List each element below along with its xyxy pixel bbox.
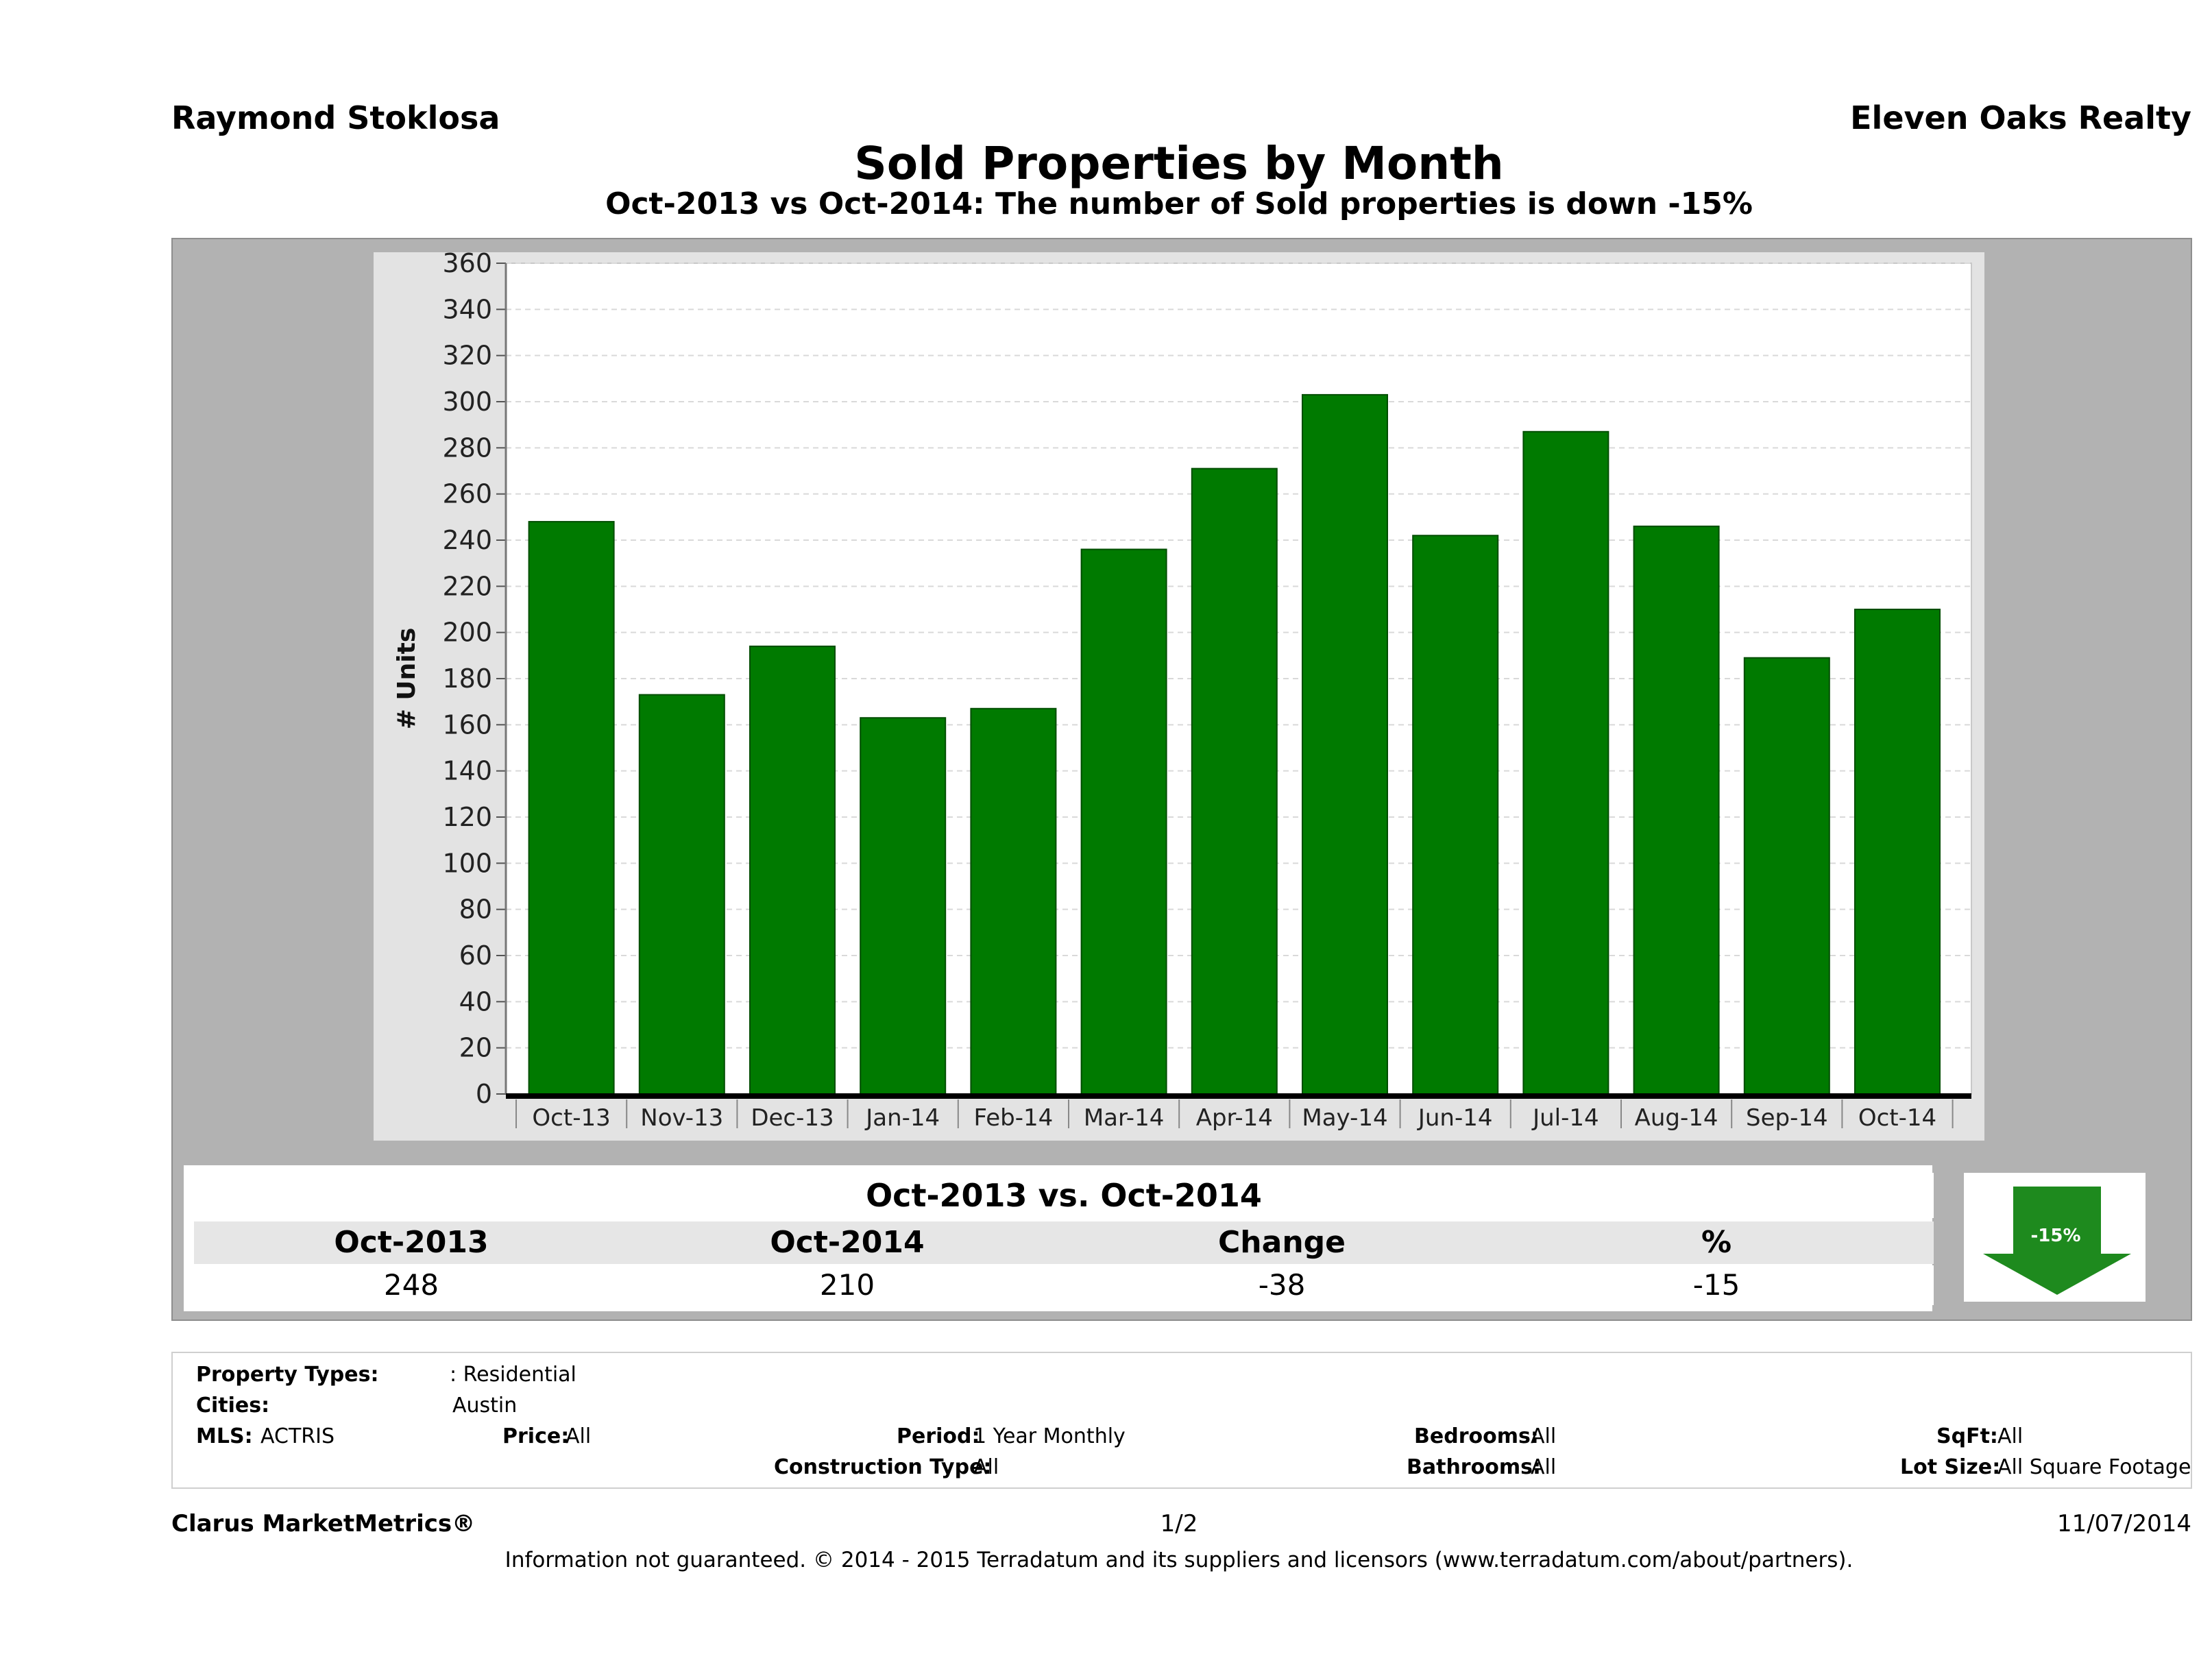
x-tick-label: Aug-14 (1635, 1104, 1718, 1132)
chart-title: Sold Properties by Month (854, 137, 1504, 190)
bar-may-14 (1302, 393, 1388, 1095)
sqft-value: All (1997, 1424, 2023, 1448)
y-tick-label: 320 (442, 341, 492, 371)
y-tick-label: 180 (442, 664, 492, 694)
property-types-value: : Residential (450, 1363, 576, 1387)
summary-value-change: -38 (1258, 1268, 1306, 1302)
y-tick-label: 200 (442, 618, 492, 648)
y-axis-label: # Units (393, 628, 421, 730)
bedrooms-value: All (1531, 1424, 1557, 1448)
x-tick-label: Oct-14 (1858, 1104, 1936, 1132)
x-tick-label: Jul-14 (1531, 1104, 1599, 1132)
y-tick-label: 160 (442, 709, 492, 740)
cities-value: Austin (452, 1394, 518, 1418)
bedrooms-label: Bedrooms: (1414, 1424, 1539, 1448)
x-tick-label: Oct-13 (532, 1104, 610, 1132)
x-tick-label: Sep-14 (1746, 1104, 1828, 1132)
lot-size-label: Lot Size: (1900, 1455, 2001, 1479)
summary-header-oct2013: Oct-2013 (334, 1225, 489, 1260)
bar-chart: 0 20 40 60 80 100 120 140 160 180 200 220 240 260 280 3… (393, 252, 1972, 1132)
y-tick-label: 140 (442, 756, 492, 786)
y-tick-label: 220 (442, 571, 492, 601)
x-tick-label: Jun-14 (1417, 1104, 1493, 1132)
y-tick-label: 300 (442, 387, 492, 417)
summary-value-percent: -15 (1692, 1268, 1740, 1302)
price-label: Price: (502, 1424, 570, 1448)
cities-label: Cities: (196, 1394, 270, 1418)
agent-name: Raymond Stoklosa (171, 99, 500, 136)
bar-sep-14 (1743, 657, 1830, 1095)
summary-caption: Oct-2013 vs. Oct-2014 (194, 1173, 1934, 1218)
bar-jan-14 (860, 717, 947, 1095)
x-tick-label: Dec-13 (751, 1104, 834, 1132)
bar-jul-14 (1522, 430, 1609, 1095)
y-tick-label: 100 (442, 848, 492, 878)
down-arrow-icon: -15% (1983, 1187, 2131, 1295)
summary-value-row: 248 210 -38 -15 (194, 1265, 1934, 1305)
x-tick-label: Apr-14 (1196, 1104, 1273, 1132)
bar-feb-14 (970, 707, 1057, 1095)
y-tick-label: 0 (476, 1079, 492, 1109)
disclaimer: Information not guaranteed. © 2014 - 201… (505, 1548, 1854, 1572)
bar-oct-13 (528, 521, 615, 1095)
trend-badge-label: -15% (2030, 1226, 2080, 1246)
period-label: Period: (897, 1424, 980, 1448)
sqft-label: SqFt: (1936, 1424, 1998, 1448)
bar-aug-14 (1633, 525, 1720, 1095)
y-tick-label: 40 (459, 986, 492, 1017)
bar-mar-14 (1080, 548, 1167, 1095)
bathrooms-label: Bathrooms: (1407, 1455, 1541, 1479)
summary-value-oct2014: 210 (819, 1268, 875, 1302)
summary-header-row: Oct-2013 Oct-2014 Change % (194, 1221, 1934, 1264)
bar-nov-13 (638, 694, 725, 1095)
summary-value-oct2013: 248 (383, 1268, 439, 1302)
x-tick-label: Jan-14 (864, 1104, 940, 1132)
summary-header-oct2014: Oct-2014 (770, 1225, 925, 1260)
summary-header-change: Change (1218, 1225, 1346, 1260)
period-value: 1 Year Monthly (973, 1424, 1126, 1448)
price-value: All (566, 1424, 592, 1448)
property-types-label: Property Types: (196, 1363, 379, 1387)
construction-type-label: Construction Type: (774, 1455, 992, 1479)
summary-header-percent: % (1701, 1225, 1732, 1260)
y-tick-label: 240 (442, 525, 492, 555)
page-number: 1/2 (1160, 1510, 1198, 1537)
y-tick-label: 80 (459, 895, 492, 925)
x-tick-label: Mar-14 (1084, 1104, 1165, 1132)
lot-size-value: All Square Footage (1997, 1455, 2191, 1479)
report-date: 11/07/2014 (2057, 1510, 2191, 1537)
filter-info-box (171, 1352, 2192, 1489)
y-tick-label: 60 (459, 940, 492, 971)
x-tick-label: Feb-14 (974, 1104, 1054, 1132)
x-tick-label: Nov-13 (640, 1104, 723, 1132)
chart-subtitle: Oct-2013 vs Oct-2014: The number of Sold… (605, 186, 1753, 221)
construction-type-value: All (973, 1455, 999, 1479)
bar-jun-14 (1412, 535, 1499, 1095)
y-tick-label: 260 (442, 479, 492, 509)
mls-value: ACTRIS (260, 1424, 335, 1448)
y-tick-label: 360 (442, 252, 492, 278)
y-tick-label: 340 (442, 294, 492, 324)
bathrooms-value: All (1531, 1455, 1557, 1479)
y-tick-label: 20 (459, 1033, 492, 1063)
mls-label: MLS: (196, 1424, 253, 1448)
y-tick-label: 120 (442, 802, 492, 832)
bar-dec-13 (749, 645, 836, 1095)
brand-name: Clarus MarketMetrics® (171, 1510, 476, 1537)
bar-apr-14 (1191, 467, 1278, 1095)
y-tick-label: 280 (442, 433, 492, 463)
trend-badge: -15% (1964, 1173, 2146, 1302)
x-tick-label: May-14 (1302, 1104, 1387, 1132)
company-name: Eleven Oaks Realty (1850, 99, 2191, 136)
bar-oct-14 (1854, 609, 1941, 1095)
